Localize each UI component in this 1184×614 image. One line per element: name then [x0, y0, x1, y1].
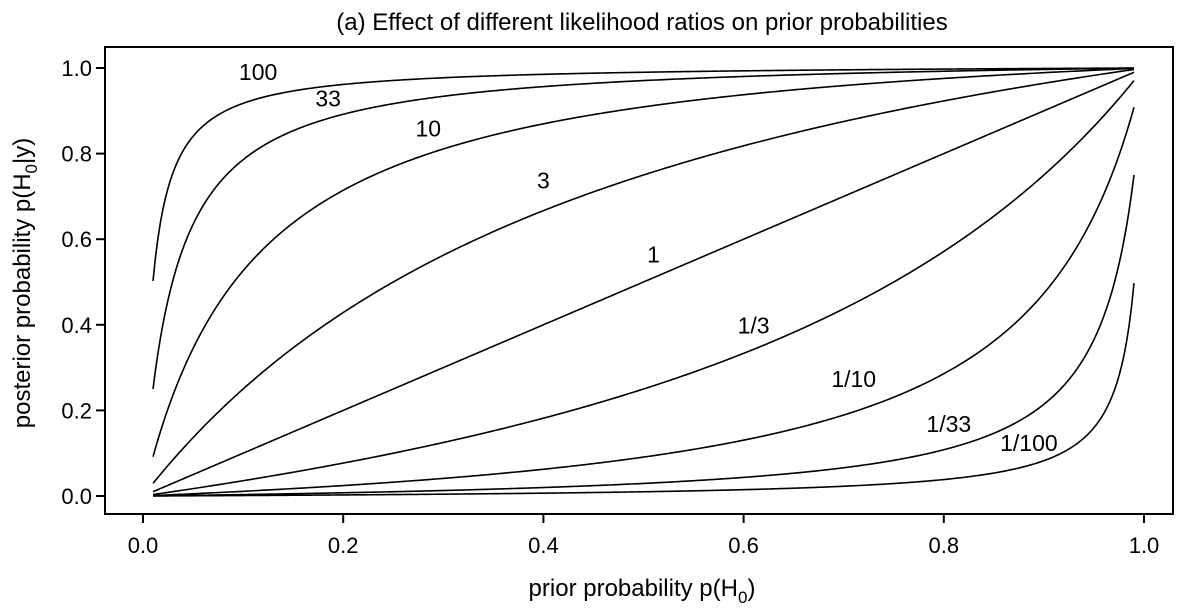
series-line-100: [152, 67, 1134, 282]
plot-area: [152, 67, 1135, 497]
x-tick-label: 0.6: [728, 533, 759, 558]
x-axis: 0.0 0.2 0.4 0.6 0.8 1.0: [128, 514, 1160, 558]
y-tick-label: 0.2: [61, 398, 92, 423]
y-axis-label: posterior probability p(H0|y): [9, 138, 41, 428]
x-tick-label: 1.0: [1129, 533, 1160, 558]
series-label: 33: [315, 86, 341, 112]
series-label: 10: [415, 115, 441, 141]
series-line-3: [152, 68, 1135, 484]
series-label: 100: [239, 59, 277, 85]
y-tick-label: 0.6: [61, 227, 92, 252]
y-tick-label: 0.8: [61, 142, 92, 167]
plot-frame: [104, 46, 1174, 515]
y-axis: 0.0 0.2 0.4 0.6 0.8 1.0: [61, 56, 105, 509]
curve-labels: 100 33 10 3 1 1/3 1/10 1/33 1/100: [239, 59, 1058, 456]
y-tick-label: 0.4: [61, 313, 92, 338]
y-tick-label: 0.0: [61, 484, 92, 509]
series-line-1: [152, 71, 1135, 493]
series-line-1-over-33: [153, 174, 1135, 497]
series-line-33: [152, 67, 1134, 390]
series-label: 3: [537, 168, 550, 194]
series-label: 1: [647, 242, 660, 268]
x-axis-label: prior probability p(H0): [529, 575, 756, 607]
series-line-1-over-100: [153, 282, 1135, 497]
series-label: 1/100: [1000, 430, 1058, 456]
series-line-1-over-3: [152, 80, 1135, 496]
x-tick-label: 0.8: [929, 533, 960, 558]
x-tick-label: 0.0: [128, 533, 159, 558]
x-tick-label: 0.2: [328, 533, 359, 558]
x-tick-label: 0.4: [528, 533, 559, 558]
series-label: 1/10: [831, 366, 876, 392]
y-tick-label: 1.0: [61, 56, 92, 81]
series-label: 1/33: [926, 411, 971, 437]
series-line-10: [152, 67, 1135, 457]
chart-title: (a) Effect of different likelihood ratio…: [336, 9, 947, 36]
series-label: 1/3: [738, 312, 770, 338]
series-line-1-over-10: [152, 107, 1135, 497]
